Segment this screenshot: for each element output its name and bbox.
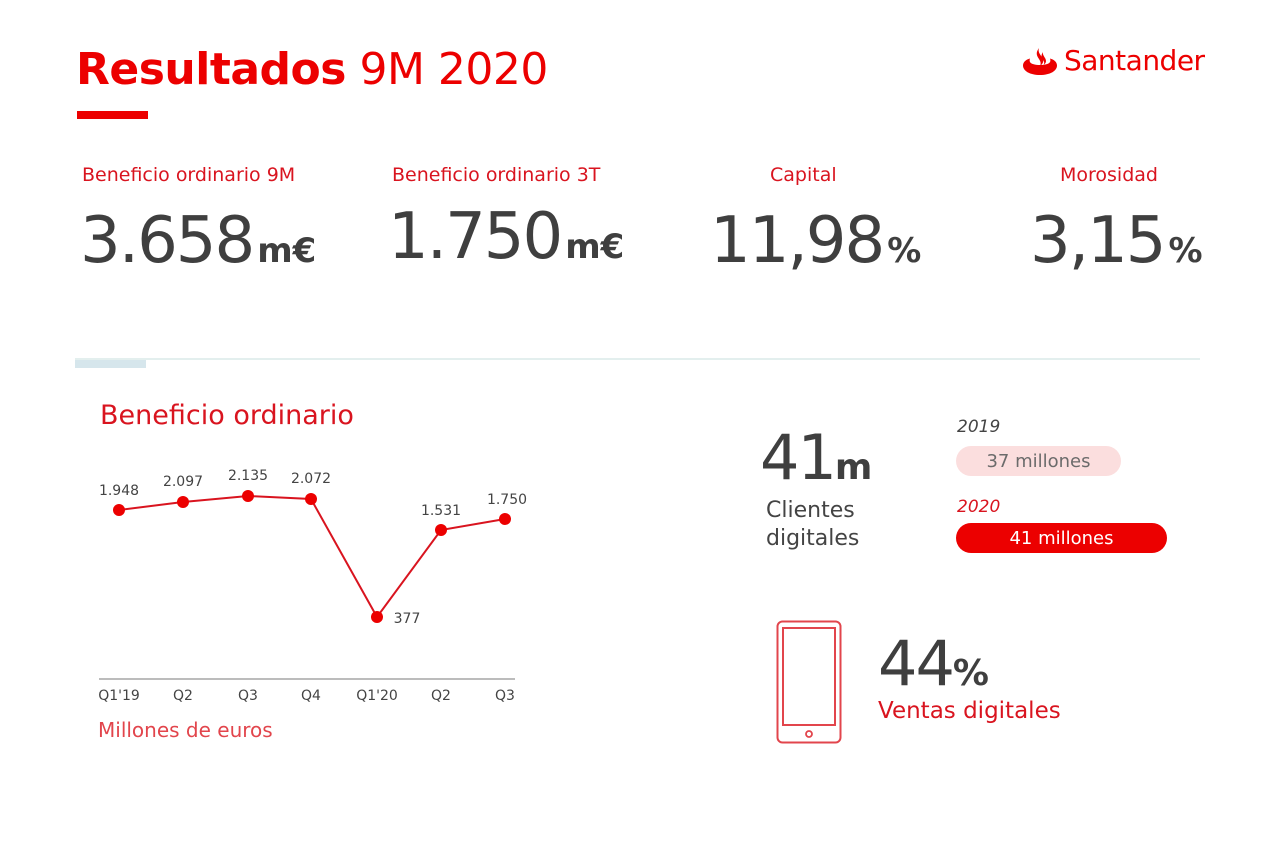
kpi-number: 11,98: [710, 204, 885, 278]
svg-text:Q1'20: Q1'20: [356, 688, 398, 704]
data-labels: 1.948 2.097 2.135 2.072 377 1.531 1.750: [99, 468, 527, 627]
page-title: Resultados 9M 2020: [76, 40, 548, 100]
svg-text:2.135: 2.135: [228, 468, 268, 484]
svg-text:1.750: 1.750: [487, 492, 527, 508]
clients-label-line1: Clientes: [766, 498, 855, 523]
year-2020-label: 2020: [957, 497, 1001, 517]
digital-sales-label: Ventas digitales: [878, 698, 1061, 724]
section-divider: [75, 358, 1200, 360]
data-points: [113, 490, 511, 623]
title-period: 9M 2020: [359, 44, 548, 95]
svg-text:1.531: 1.531: [421, 503, 461, 519]
svg-text:Q3: Q3: [238, 688, 258, 704]
bar-2020: 41 millones: [956, 523, 1167, 553]
x-tick-labels: Q1'19 Q2 Q3 Q4 Q1'20 Q2 Q3: [98, 688, 515, 704]
chart-unit-label: Millones de euros: [98, 718, 273, 742]
title-underline: [77, 111, 148, 119]
kpi-number: 3,15: [1030, 204, 1166, 278]
kpi-label-capital: Capital: [770, 164, 837, 186]
svg-text:377: 377: [394, 611, 421, 627]
bar-2019: 37 millones: [956, 446, 1121, 476]
clients-number: 41: [760, 421, 837, 494]
kpi-value-morosidad: 3,15%: [1030, 206, 1203, 286]
kpi-label-benefit-3t: Beneficio ordinario 3T: [392, 164, 601, 186]
chart-title: Beneficio ordinario: [100, 400, 354, 431]
kpi-label-benefit-9m: Beneficio ordinario 9M: [82, 164, 296, 186]
digital-clients-value: 41m: [760, 420, 872, 506]
line-chart: 1.948 2.097 2.135 2.072 377 1.531 1.750 …: [98, 468, 527, 704]
svg-text:Q4: Q4: [301, 688, 321, 704]
smartphone-icon: [776, 620, 842, 744]
svg-text:Q1'19: Q1'19: [98, 688, 140, 704]
svg-text:2.072: 2.072: [291, 471, 331, 487]
kpi-value-capital: 11,98%: [710, 206, 921, 286]
kpi-label-morosidad: Morosidad: [1060, 164, 1158, 186]
sales-number: 44: [878, 627, 955, 700]
kpi-unit: %: [887, 231, 922, 271]
kpi-unit: %: [1168, 231, 1203, 271]
kpi-number: 3.658: [80, 204, 255, 278]
svg-text:Q2: Q2: [173, 688, 193, 704]
svg-text:Q2: Q2: [431, 688, 451, 704]
kpi-unit: m€: [565, 227, 625, 267]
santander-logo: Santander: [1022, 44, 1205, 77]
section-divider-accent: [75, 360, 146, 368]
clients-label-line2: digitales: [766, 526, 860, 551]
svg-text:1.948: 1.948: [99, 483, 139, 499]
svg-text:2.097: 2.097: [163, 474, 203, 490]
sales-unit: %: [952, 653, 989, 694]
title-bold: Resultados: [76, 44, 346, 95]
clients-unit: m: [834, 447, 873, 488]
kpi-unit: m€: [257, 231, 317, 271]
santander-flame-icon: [1023, 47, 1057, 75]
kpi-number: 1.750: [388, 200, 563, 274]
year-2019-label: 2019: [957, 417, 1001, 437]
digital-sales-value: 44%: [878, 628, 989, 710]
svg-text:Q3: Q3: [495, 688, 515, 704]
kpi-value-benefit-9m: 3.658 m€: [80, 206, 316, 286]
brand-name: Santander: [1064, 44, 1205, 77]
digital-clients-label: Clientes digitales: [766, 497, 859, 553]
kpi-value-benefit-3t: 1.750 m€: [388, 202, 624, 282]
